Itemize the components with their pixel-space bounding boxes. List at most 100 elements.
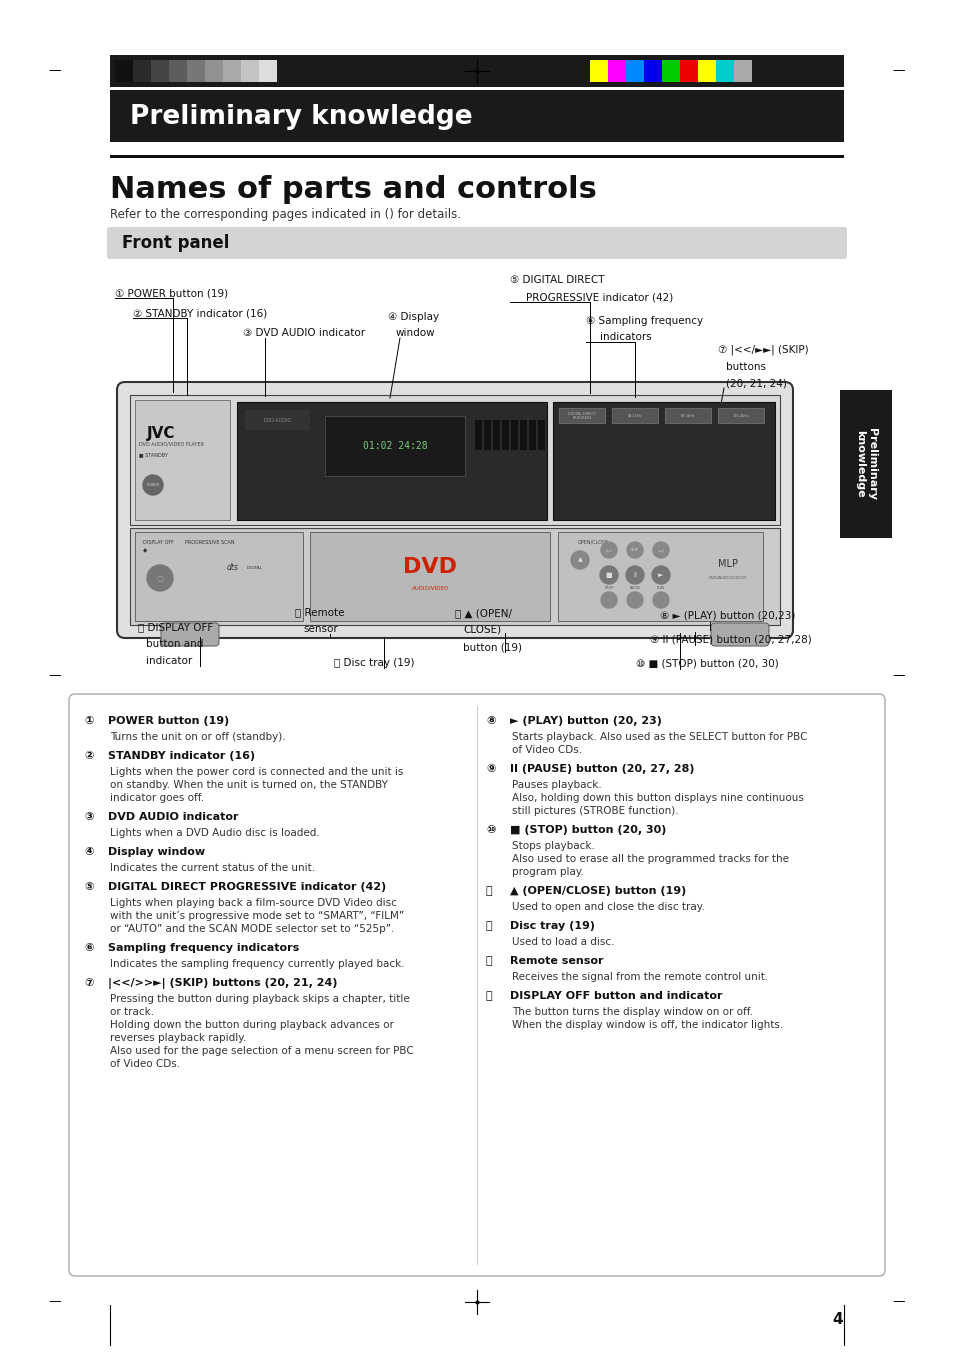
Bar (493, 420, 499, 450)
Text: ⑬: ⑬ (485, 956, 492, 965)
Text: Disc tray (19): Disc tray (19) (510, 921, 595, 932)
Text: on standby. When the unit is turned on, the STANDBY: on standby. When the unit is turned on, … (110, 780, 388, 790)
Text: with the unit’s progressive mode set to “SMART”, “FILM”: with the unit’s progressive mode set to … (110, 911, 404, 921)
Text: DIGITAL DIRECT
PROGRESS: DIGITAL DIRECT PROGRESS (567, 412, 596, 420)
Text: MLP: MLP (718, 558, 738, 569)
Text: reverses playback rapidly.: reverses playback rapidly. (110, 1033, 246, 1042)
Text: Turns the unit on or off (standby).: Turns the unit on or off (standby). (110, 731, 285, 742)
Bar (205, 59, 223, 82)
Text: Remote sensor: Remote sensor (510, 956, 603, 965)
Bar (840, 389, 891, 538)
Text: (20, 21, 24): (20, 21, 24) (725, 379, 786, 388)
Text: ⑤ DIGITAL DIRECT: ⑤ DIGITAL DIRECT (510, 274, 604, 285)
Text: program play.: program play. (512, 867, 583, 877)
Bar (258, 59, 276, 82)
Text: Receives the signal from the remote control unit.: Receives the signal from the remote cont… (512, 972, 767, 982)
Text: —: — (49, 65, 61, 77)
Text: ⑫: ⑫ (485, 921, 492, 932)
Text: II: II (633, 572, 637, 579)
Text: |<<: |<< (605, 548, 612, 552)
Text: ⑫ Disc tray (19): ⑫ Disc tray (19) (334, 658, 414, 668)
Bar (537, 420, 544, 450)
Bar (718, 408, 763, 423)
Circle shape (651, 566, 669, 584)
Text: OPEN/CLOSE: OPEN/CLOSE (578, 539, 608, 545)
Text: DISPLAY OFF: DISPLAY OFF (143, 539, 173, 545)
Bar (115, 59, 132, 82)
Circle shape (571, 552, 588, 569)
Text: 44.1kHz: 44.1kHz (627, 414, 641, 418)
Circle shape (147, 565, 172, 591)
Bar (501, 420, 509, 450)
Bar (135, 400, 230, 521)
Text: Used to load a disc.: Used to load a disc. (512, 937, 614, 946)
Text: POWER button (19): POWER button (19) (108, 717, 229, 726)
Text: AUDIO/VIDEO: AUDIO/VIDEO (411, 585, 448, 591)
Bar (733, 59, 751, 82)
Text: DVD AUDIO indicator: DVD AUDIO indicator (108, 813, 238, 822)
Text: of Video CDs.: of Video CDs. (512, 745, 581, 754)
Circle shape (143, 475, 163, 495)
Text: Preliminary
knowledge: Preliminary knowledge (854, 429, 876, 500)
Text: |<</>>►| (SKIP) buttons (20, 21, 24): |<</>>►| (SKIP) buttons (20, 21, 24) (108, 977, 337, 990)
Bar (698, 59, 716, 82)
Text: Starts playback. Also used as the SELECT button for PBC: Starts playback. Also used as the SELECT… (512, 731, 806, 742)
Text: Indicates the sampling frequency currently played back.: Indicates the sampling frequency current… (110, 959, 404, 969)
Text: ⑦: ⑦ (84, 977, 93, 988)
Text: DVD AUDIO/VIDEO PLAYER: DVD AUDIO/VIDEO PLAYER (139, 442, 204, 448)
Text: indicators: indicators (599, 333, 651, 342)
Text: PROGRESSIVE indicator (42): PROGRESSIVE indicator (42) (525, 292, 673, 301)
Text: ②: ② (84, 750, 93, 761)
Text: ⑥: ⑥ (84, 942, 93, 953)
Text: dts: dts (227, 564, 238, 572)
Bar (135, 531, 303, 621)
Text: Lights when playing back a film-source DVD Video disc: Lights when playing back a film-source D… (110, 898, 396, 909)
Bar (643, 59, 661, 82)
Text: Refer to the corresponding pages indicated in () for details.: Refer to the corresponding pages indicat… (110, 208, 460, 220)
Text: ⑧ ► (PLAY) button (20,23): ⑧ ► (PLAY) button (20,23) (659, 610, 795, 621)
Bar (110, 91, 843, 142)
Text: ⑭ DISPLAY OFF: ⑭ DISPLAY OFF (138, 622, 213, 631)
Bar (589, 59, 607, 82)
Text: 176.4kHz: 176.4kHz (732, 414, 749, 418)
Circle shape (599, 566, 618, 584)
FancyBboxPatch shape (117, 383, 792, 638)
Text: ■: ■ (605, 572, 612, 579)
Text: —: — (49, 1295, 61, 1309)
Text: >>|: >>| (657, 548, 664, 552)
Text: Sampling frequency indicators: Sampling frequency indicators (108, 942, 299, 953)
Bar (679, 59, 698, 82)
Text: ⑥ Sampling frequency: ⑥ Sampling frequency (585, 316, 702, 326)
Text: ■ (STOP) button (20, 30): ■ (STOP) button (20, 30) (510, 825, 666, 836)
Text: ⑨: ⑨ (485, 764, 495, 773)
Text: 01:02 24:28: 01:02 24:28 (362, 441, 427, 452)
Bar (132, 59, 151, 82)
Text: POWER: POWER (146, 483, 159, 487)
Text: JVC: JVC (147, 426, 175, 441)
Bar (475, 420, 481, 450)
Text: sensor: sensor (303, 625, 337, 634)
FancyBboxPatch shape (710, 623, 768, 646)
Text: button and: button and (146, 639, 203, 649)
Bar (612, 408, 658, 423)
Bar (511, 420, 517, 450)
Bar (110, 155, 843, 158)
Text: buttons: buttons (725, 362, 765, 372)
Text: ⑬ Remote: ⑬ Remote (294, 607, 344, 617)
Text: ■ STANDBY: ■ STANDBY (139, 452, 168, 457)
Text: ③: ③ (84, 813, 93, 822)
Bar (625, 59, 643, 82)
Text: ◆: ◆ (143, 548, 147, 553)
Bar (110, 55, 843, 87)
Bar (607, 59, 625, 82)
Text: DVD/AUDIO/CD/CD: DVD/AUDIO/CD/CD (708, 576, 746, 580)
Text: PLAY: PLAY (656, 585, 664, 589)
Text: ⑩ ■ (STOP) button (20, 30): ⑩ ■ (STOP) button (20, 30) (636, 658, 778, 669)
Circle shape (600, 542, 617, 558)
Text: When the display window is off, the indicator lights.: When the display window is off, the indi… (512, 1019, 782, 1030)
Text: ② STANDBY indicator (16): ② STANDBY indicator (16) (132, 308, 267, 318)
Circle shape (626, 592, 642, 608)
Text: ③ DVD AUDIO indicator: ③ DVD AUDIO indicator (243, 329, 365, 338)
Bar (245, 410, 310, 430)
Bar (223, 59, 241, 82)
